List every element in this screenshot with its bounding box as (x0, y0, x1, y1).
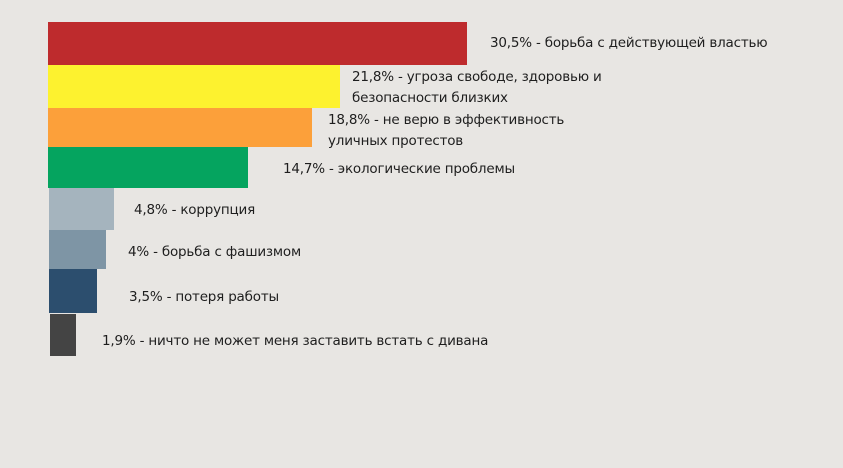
label-job-loss: 3,5% - потеря работы (129, 287, 279, 308)
label-line: 30,5% - борьба с действующей властью (490, 35, 768, 51)
label-line: 14,7% - экологические проблемы (283, 161, 515, 177)
label-line: 4,8% - коррупция (134, 202, 256, 218)
bar-fight-with-authorities (48, 22, 467, 65)
label-fight-with-authorities: 30,5% - борьба с действующей властью (490, 33, 768, 54)
label-corruption: 4,8% - коррупция (134, 200, 255, 221)
label-line: 1,9% - ничто не может меня заставить вст… (102, 333, 489, 349)
label-line: уличных протестов (328, 133, 464, 149)
label-fascism: 4% - борьба с фашизмом (128, 242, 301, 263)
bar-nothing (50, 314, 76, 356)
label-ecology: 14,7% - экологические проблемы (283, 159, 515, 180)
label-distrust-protests: 18,8% - не верю в эффективность уличных … (328, 110, 564, 152)
bar-ecology (48, 147, 248, 188)
bar-distrust-protests (48, 108, 312, 147)
bar-threat-to-family (48, 65, 340, 108)
label-line: 3,5% - потеря работы (129, 289, 279, 305)
label-nothing: 1,9% - ничто не может меня заставить вст… (102, 331, 488, 352)
bar-job-loss (49, 269, 97, 313)
bar-fascism (49, 230, 106, 269)
label-line: 4% - борьба с фашизмом (128, 244, 301, 260)
bar-corruption (49, 188, 114, 230)
label-line: безопасности близких (352, 90, 508, 106)
label-line: 21,8% - угроза свободе, здоровью и (352, 69, 602, 85)
label-threat-to-family: 21,8% - угроза свободе, здоровью и безоп… (352, 67, 602, 109)
label-line: 18,8% - не верю в эффективность (328, 112, 565, 128)
